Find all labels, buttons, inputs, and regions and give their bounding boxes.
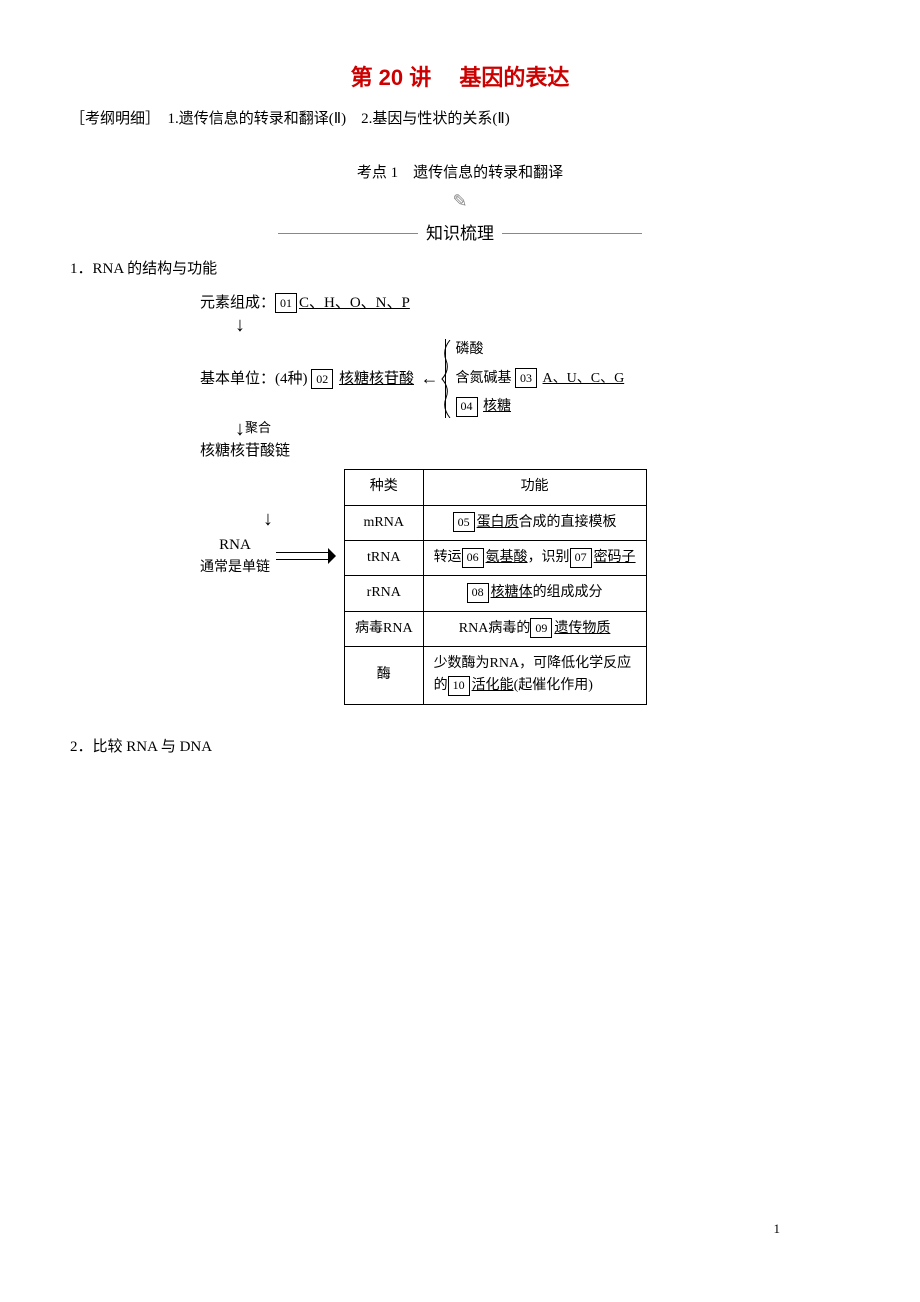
double-arrow-icon	[276, 549, 336, 563]
pencil-icon: ✎	[70, 187, 850, 216]
basic-unit-left: 基本单位：(4种) 02 核糖核苷酸	[200, 367, 414, 391]
box-02: 02	[311, 369, 333, 389]
cell-func: 少数酶为RNA，可降低化学反应的10活化能(起催化作用)	[423, 647, 646, 705]
basic-unit-label: 基本单位：(4种)	[200, 371, 308, 387]
ul-07: 密码子	[594, 550, 636, 565]
cell-func: 05蛋白质合成的直接模板	[423, 505, 646, 540]
ul-08: 核糖体	[491, 585, 533, 600]
ul-05: 蛋白质	[477, 515, 519, 530]
box-07: 07	[570, 548, 592, 568]
page-number: 1	[774, 1219, 781, 1240]
box-10: 10	[448, 676, 470, 696]
table-row: tRNA 转运06氨基酸，识别07密码子	[345, 540, 647, 575]
single-chain-label: 通常是单链	[200, 557, 270, 579]
box-03: 03	[515, 368, 537, 388]
juhe-label: 聚合	[245, 418, 271, 439]
arrow-left-icon: ←	[416, 364, 439, 393]
box-05: 05	[453, 512, 475, 532]
basic-unit-value: 核糖核苷酸	[339, 371, 414, 387]
rna-label: RNA	[200, 533, 270, 557]
page-title: 第 20 讲 基因的表达	[70, 60, 850, 95]
elements-value: C、H、O、N、P	[299, 291, 410, 315]
syllabus-line: ［考纲明细］ 1.遗传信息的转录和翻译(Ⅱ) 2.基因与性状的关系(Ⅱ)	[70, 107, 850, 131]
brace-icon	[440, 340, 452, 418]
arrow-2-row: ↓ 聚合	[200, 418, 850, 439]
cell-func: 转运06氨基酸，识别07密码子	[423, 540, 646, 575]
arrow-3: ↓	[263, 509, 273, 533]
col-function: 功能	[423, 470, 646, 505]
elements-label: 元素组成：	[200, 291, 275, 315]
rest-05: 合成的直接模板	[519, 515, 617, 530]
ul-06: 氨基酸	[486, 550, 528, 565]
box-08: 08	[467, 583, 489, 603]
box-06: 06	[462, 548, 484, 568]
box-01: 01	[275, 293, 297, 313]
ul-10: 活化能	[472, 678, 514, 693]
ul-09: 遗传物质	[554, 621, 610, 636]
elements-row: 元素组成： 01 C、H、O、N、P	[200, 291, 850, 315]
mid-07: ，识别	[528, 550, 570, 565]
pre-06: 转运	[434, 550, 462, 565]
section-1-heading: 1．RNA 的结构与功能	[70, 257, 850, 281]
divider-left	[278, 233, 418, 234]
zhishi-label: 知识梳理	[426, 220, 494, 247]
arrow-1: ↓	[200, 315, 850, 339]
table-row: mRNA 05蛋白质合成的直接模板	[345, 505, 647, 540]
divider-right	[502, 233, 642, 234]
comp-phosphate: 磷酸	[456, 339, 625, 361]
rna-type-table: 种类 功能 mRNA 05蛋白质合成的直接模板 tRNA 转运06氨基酸，识别0…	[344, 469, 647, 705]
rest-08: 的组成成分	[533, 585, 603, 600]
topic-text: 基因的表达	[459, 65, 569, 90]
cell-type: tRNA	[345, 540, 424, 575]
table-row: 酶 少数酶为RNA，可降低化学反应的10活化能(起催化作用)	[345, 647, 647, 705]
basic-unit-row: 基本单位：(4种) 02 核糖核苷酸 ← 磷酸 含氮碱基 03 A、U、C、G …	[200, 339, 850, 418]
cell-func: RNA病毒的09遗传物质	[423, 611, 646, 646]
lecture-number: 第 20 讲	[351, 65, 432, 90]
rna-table-row: ↓ RNA 通常是单链 种类 功能 mRNA 05蛋白质合成的直接模板	[200, 469, 850, 705]
cell-func: 08核糖体的组成成分	[423, 576, 646, 611]
box-09: 09	[530, 618, 552, 638]
table-row: 病毒RNA RNA病毒的09遗传物质	[345, 611, 647, 646]
cell-type: 病毒RNA	[345, 611, 424, 646]
table-row: rRNA 08核糖体的组成成分	[345, 576, 647, 611]
cell-type: mRNA	[345, 505, 424, 540]
comp-base-value: A、U、C、G	[543, 371, 625, 386]
comp-sugar-row: 04 核糖	[456, 396, 625, 418]
cell-type: rRNA	[345, 576, 424, 611]
comp-sugar-value: 核糖	[483, 399, 511, 414]
rna-diagram: 元素组成： 01 C、H、O、N、P ↓ 基本单位：(4种) 02 核糖核苷酸 …	[200, 291, 850, 705]
box-04: 04	[456, 397, 478, 417]
lecture-topic	[437, 65, 459, 90]
zhishi-divider: 知识梳理	[70, 220, 850, 247]
rest-10: (起催化作用)	[514, 678, 593, 693]
col-type: 种类	[345, 470, 424, 505]
table-header-row: 种类 功能	[345, 470, 647, 505]
pre-09: RNA病毒的	[459, 621, 531, 636]
section-2-heading: 2．比较 RNA 与 DNA	[70, 735, 850, 759]
components-col: 磷酸 含氮碱基 03 A、U、C、G 04 核糖	[445, 339, 625, 418]
cell-type: 酶	[345, 647, 424, 705]
rna-left-col: ↓ RNA 通常是单链	[200, 509, 336, 579]
comp-base-label: 含氮碱基	[456, 371, 512, 386]
comp-base-row: 含氮碱基 03 A、U、C、G	[456, 368, 625, 390]
kaodian-heading: 考点 1 遗传信息的转录和翻译	[70, 161, 850, 185]
chain-label: 核糖核苷酸链	[200, 439, 850, 463]
